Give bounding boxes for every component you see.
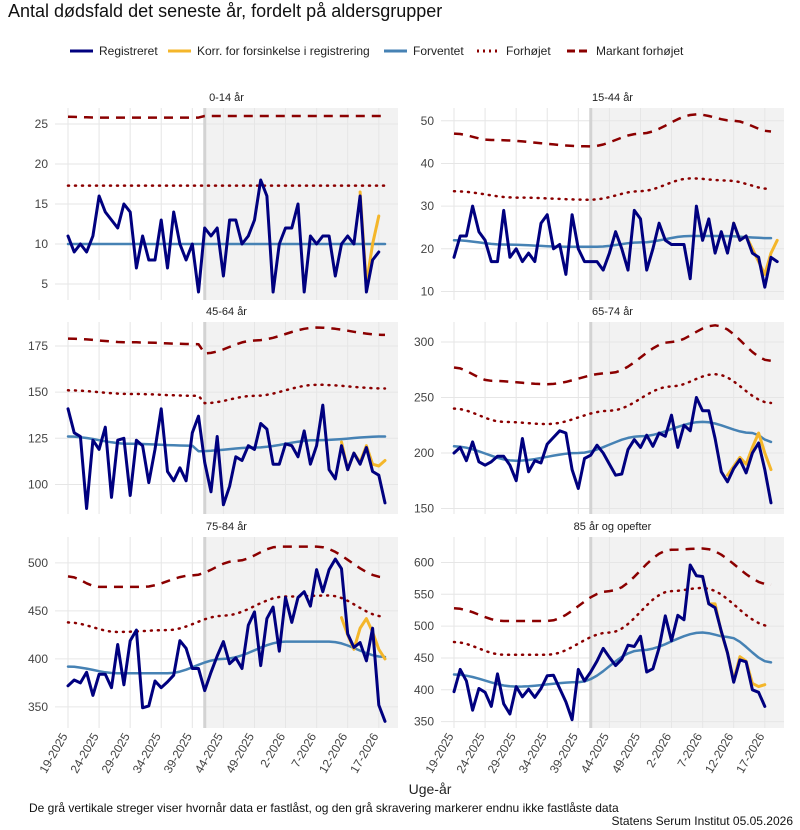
series-markant-forhojet [453,324,772,386]
y-tick-label: 20 [421,242,435,256]
x-tick-label: 17-2026 [347,730,381,775]
series-registreret [66,557,387,723]
y-tick-label: 40 [421,156,435,170]
y-tick-label: 25 [35,117,49,131]
series-registreret [452,563,767,722]
x-tick-label: 17-2026 [733,730,767,775]
legend-label-markant: Markant forhøjet [596,44,684,58]
series-forhojet [66,594,387,634]
series-markant-forhojet [67,545,386,589]
y-tick-label: 250 [414,390,434,404]
y-tick-label: 500 [28,556,48,570]
y-tick-label: 500 [414,619,434,633]
y-tick-label: 150 [414,501,434,515]
x-tick-label: 34-2025 [516,730,550,775]
panel-title: 75-84 år [206,521,247,533]
x-tick-label: 49-2025 [223,730,257,775]
x-tick-label: 19-2025 [422,730,456,775]
y-tick-label: 300 [414,335,434,349]
panel-2: 45-64 år 100 125 150 175 [28,306,398,514]
x-tick-label: 19-2025 [36,730,70,775]
x-tick-label: 29-2025 [485,730,519,775]
series-forhojet [66,383,387,405]
y-tick-label: 600 [414,555,434,569]
x-tick-label: 2-2026 [257,730,288,770]
series-forhojet [452,586,773,657]
series-forhojet [452,372,773,426]
x-tick-label: 12-2026 [316,730,350,775]
y-tick-label: 175 [28,339,48,353]
x-tick-label: 24-2025 [68,730,102,775]
caption-source: Statens Serum Institut 05.05.2026 [612,814,794,828]
y-tick-label: 30 [421,199,435,213]
y-tick-label: 400 [414,683,434,697]
x-tick-label: 12-2026 [702,730,736,775]
unfrozen-shading [590,322,784,514]
x-tick-label: 44-2025 [192,730,226,775]
x-tick-label: 49-2025 [609,730,643,775]
caption-note: De grå vertikale streger viser hvornår d… [29,801,619,815]
legend-label-forventet: Forventet [413,44,464,58]
series-registreret [452,204,779,289]
panel-0: 0-14 år 5 10 15 20 25 [35,92,398,300]
x-tick-label: 44-2025 [578,730,612,775]
panel-5: 85 år og opefter 350 400 450 500 550 600 19-202… [414,521,784,776]
series-forhojet [452,177,773,201]
y-tick-label: 20 [35,157,49,171]
panel-1: 15-44 år 10 20 30 40 50 [421,92,784,300]
y-tick-label: 350 [28,700,48,714]
x-tick-label: 39-2025 [161,730,195,775]
panel-title: 65-74 år [592,306,633,318]
x-tick-label: 2-2026 [643,730,674,770]
y-tick-label: 5 [41,277,48,291]
x-tick-label: 7-2026 [288,730,319,770]
legend: Registreret Korr. for forsinkelse i regis… [70,44,684,58]
x-tick-label: 34-2025 [130,730,164,775]
y-tick-label: 550 [414,587,434,601]
y-tick-label: 200 [414,446,434,460]
unfrozen-shading [590,537,784,728]
x-axis-title: Uge-år [409,781,452,797]
y-tick-label: 10 [421,284,435,298]
legend-label-korrigeret: Korr. for forsinkelse i registrering [197,44,370,58]
unfrozen-shading [204,322,398,514]
panel-title: 15-44 år [592,92,633,104]
series-markant-forhojet [67,326,386,355]
panel-title: 85 år og opefter [574,521,652,533]
panel-4: 75-84 år 350 400 450 500 19-202524-202529-202… [28,521,398,776]
panel-title: 0-14 år [209,92,244,104]
x-tick-label: 29-2025 [99,730,133,775]
series-markant-forhojet [453,113,772,148]
y-tick-label: 15 [35,197,49,211]
series-registreret [66,403,387,510]
y-tick-label: 100 [28,477,48,491]
y-tick-label: 350 [414,715,434,729]
y-tick-label: 150 [28,385,48,399]
series-forventet [66,435,387,453]
series-markant-forhojet [453,547,772,623]
y-tick-label: 400 [28,652,48,666]
y-tick-label: 450 [28,604,48,618]
panel-3: 65-74 år 150 200 250 300 [414,306,784,515]
panel-title: 45-64 år [206,306,247,318]
y-tick-label: 450 [414,651,434,665]
x-tick-label: 7-2026 [674,730,705,770]
series-registreret [66,178,381,294]
series-registreret [452,396,773,505]
y-tick-label: 125 [28,431,48,445]
x-tick-label: 39-2025 [547,730,581,775]
facet-panels: 0-14 år 5 10 15 20 25 15-44 år 10 20 30 40 50 45-64 … [28,92,784,776]
unfrozen-shading [204,537,398,728]
series-markant-forhojet [67,114,385,119]
chart-title: Antal dødsfald det seneste år, fordelt p… [8,1,442,21]
x-tick-label: 24-2025 [454,730,488,775]
y-tick-label: 10 [35,237,49,251]
legend-label-registreret: Registreret [99,44,158,58]
legend-label-forhojet: Forhøjet [506,44,551,58]
y-tick-label: 50 [421,114,435,128]
